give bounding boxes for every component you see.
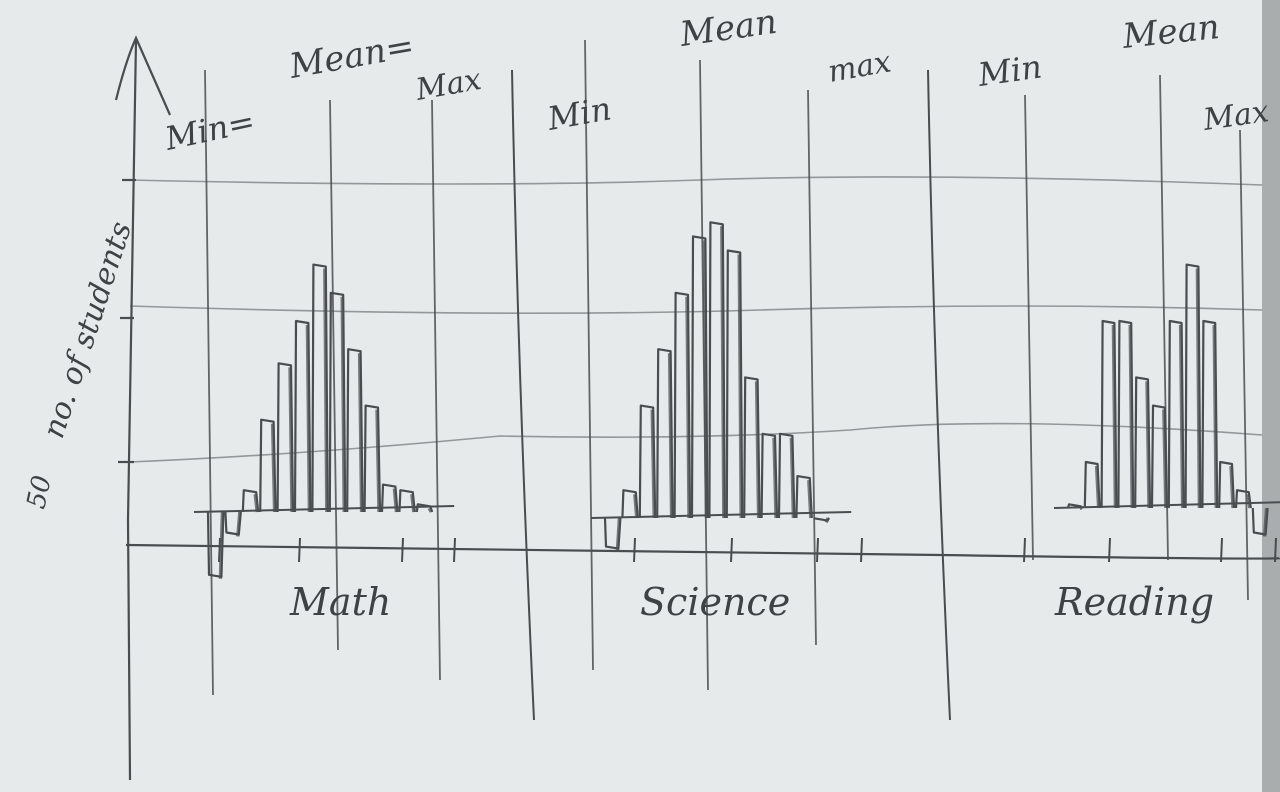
- x-tick: [218, 537, 221, 563]
- histogram-panels: Min=Mean=MaxMathMinMeanmaxScienceMinMean…: [161, 2, 1280, 721]
- min-label: Min: [975, 47, 1044, 94]
- histogram-bar-shade: [1178, 324, 1185, 509]
- histogram-baseline: [193, 505, 455, 513]
- histogram-baseline: [590, 511, 852, 519]
- y-tick-label: 50: [22, 473, 58, 512]
- max-line: [1239, 129, 1249, 601]
- histogram-bar-shade: [1246, 493, 1252, 509]
- gridline-150: [129, 176, 1263, 186]
- histogram-bar-shade: [1229, 465, 1235, 509]
- histogram-bar-shade: [650, 409, 656, 519]
- x-axis: [125, 543, 1280, 560]
- mean-line: [329, 99, 339, 651]
- histogram-bar-shade: [375, 409, 381, 513]
- x-tick: [1274, 537, 1277, 563]
- max-line: [431, 99, 441, 681]
- histogram-bar-shade: [667, 353, 674, 519]
- x-tick: [860, 537, 863, 563]
- histogram-bar-shade: [702, 240, 709, 519]
- panel-separator: [927, 69, 951, 721]
- axes: [114, 35, 1280, 781]
- histogram-bar-shade: [1111, 324, 1118, 509]
- histogram-bar-shade: [1145, 381, 1151, 509]
- histogram-bar-shade: [720, 226, 726, 519]
- subject-label: Reading: [1054, 580, 1214, 624]
- x-tick: [633, 537, 636, 563]
- x-tick: [730, 537, 733, 563]
- x-tick: [816, 537, 819, 563]
- histogram-bar-shade: [323, 268, 329, 513]
- histogram-bar-shade: [807, 480, 813, 519]
- histogram-bar-shade: [427, 507, 433, 513]
- histogram-bar-shade: [410, 494, 416, 513]
- histogram-bar-shade: [340, 296, 346, 513]
- panel-separator: [511, 69, 535, 721]
- histogram-bar-shade: [392, 488, 399, 513]
- histogram-bar-shade: [357, 353, 364, 513]
- histogram-bar-shade: [1094, 465, 1101, 509]
- subject-label: Science: [640, 580, 790, 624]
- histogram-bar-shade: [218, 511, 225, 579]
- x-tick: [298, 537, 301, 563]
- histogram-bar-shade: [824, 517, 830, 524]
- histogram-bar: [1066, 503, 1084, 509]
- histogram-bar-shade: [615, 517, 622, 551]
- histogram-bar-shade: [685, 296, 691, 519]
- histogram-bar-shade: [253, 494, 259, 513]
- histogram-bar-shade: [305, 324, 312, 513]
- histogram-bar-shade: [789, 437, 796, 519]
- x-tick: [1220, 537, 1223, 563]
- min-line: [584, 39, 594, 671]
- min-line: [1024, 94, 1034, 561]
- y-axis: [126, 39, 138, 781]
- histogram-bar-shade: [772, 437, 778, 519]
- notebook-edge: [1262, 0, 1280, 792]
- subject-label: Math: [289, 580, 391, 624]
- y-axis-arrow: [114, 35, 172, 116]
- max-line: [807, 89, 817, 646]
- histogram-bar-shade: [1162, 409, 1168, 509]
- histogram-bar-shade: [1212, 324, 1218, 509]
- min-line: [204, 69, 214, 696]
- histogram-bar-shade: [754, 381, 761, 519]
- histogram-bar-shade: [1195, 268, 1202, 509]
- histogram-bar-shade: [633, 494, 639, 519]
- histogram-bar-shade: [737, 254, 743, 519]
- histogram-bar-shade: [270, 423, 277, 513]
- x-tick: [1108, 537, 1111, 563]
- histogram-bar-shade: [1128, 324, 1134, 509]
- histogram-bar-shade: [288, 367, 294, 513]
- x-tick: [1023, 537, 1026, 563]
- histogram-bar-shade: [236, 511, 242, 537]
- x-tick: [453, 537, 456, 563]
- histogram-bar-shade: [1262, 507, 1269, 537]
- x-tick: [401, 537, 404, 563]
